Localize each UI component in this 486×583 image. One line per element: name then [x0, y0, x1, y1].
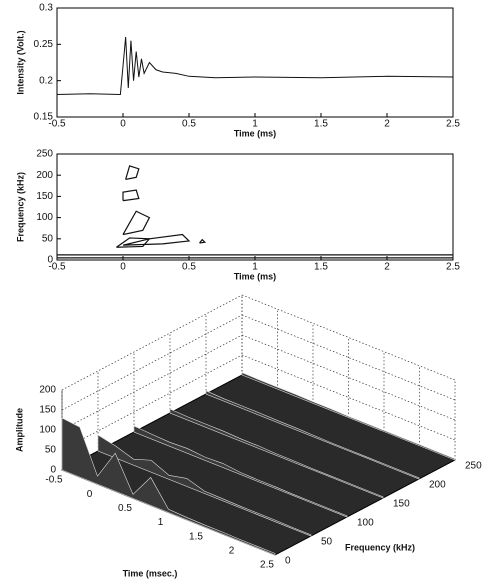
surface-row: [133, 425, 348, 518]
contour-line: [122, 189, 140, 202]
x-tick-label: 2: [384, 119, 390, 130]
surface-row: [169, 408, 384, 499]
x-tick-label: 2.5: [446, 262, 460, 273]
amplitude-tick-label: 100: [39, 425, 56, 436]
frequency-tick-label: 0: [285, 556, 291, 567]
time-axis-label: Time (msec.): [123, 568, 178, 578]
y-tick-label: 0.2: [39, 75, 53, 86]
y-tick-label: 0: [47, 255, 53, 266]
amplitude-tick-label: 0: [50, 465, 56, 476]
y-axis-label: Intensity (Volt.): [15, 30, 25, 94]
x-tick-label: 0.5: [182, 119, 196, 130]
y-tick-label: 250: [36, 149, 53, 160]
surface-row: [61, 417, 276, 556]
contour-line: [122, 233, 191, 246]
surface-floor: [60, 374, 457, 556]
time-tick-label: 2.5: [260, 560, 274, 571]
y-tick-label: 50: [42, 233, 54, 244]
x-tick-label: 0.5: [182, 262, 196, 273]
time-tick-label: 2: [229, 545, 235, 556]
y-tick-label: 100: [36, 212, 53, 223]
frequency-tick-label: 200: [429, 480, 446, 491]
plot-frame: [56, 7, 454, 118]
contour-line: [125, 165, 140, 181]
frequency-axis-label: Frequency (kHz): [345, 542, 415, 552]
contour-line: [199, 238, 207, 244]
x-tick-label: 2.5: [446, 119, 460, 130]
time-tick-label: -0.5: [45, 475, 63, 486]
amplitude-axis-label: Amplitude: [14, 408, 24, 452]
signal-line: [56, 37, 454, 95]
x-tick-label: 1.5: [314, 119, 328, 130]
y-tick-label: 200: [36, 170, 53, 181]
amplitude-grid-line: [61, 354, 243, 451]
y-axis-label: Frequency (kHz): [15, 172, 25, 242]
time-tick-label: 0: [87, 489, 93, 500]
amplitude-grid-line: [61, 294, 243, 391]
frequency-tick-label: 100: [357, 518, 374, 529]
x-tick-label: -0.5: [48, 262, 66, 273]
frequency-tick-label: 250: [465, 461, 482, 472]
x-tick-label: 1: [252, 119, 258, 130]
surface-row: [97, 434, 312, 537]
frequency-tick-label: 50: [321, 537, 333, 548]
time-tick-label: 1: [158, 517, 164, 528]
amplitude-tick-label: 200: [39, 385, 56, 396]
surface-row: [205, 390, 420, 480]
x-tick-label: 0: [120, 262, 126, 273]
time-tick-label: 0.5: [118, 503, 132, 514]
y-tick-label: 0.25: [34, 39, 54, 50]
amplitude-grid-line: [61, 334, 243, 431]
contour-line: [122, 210, 151, 236]
frequency-tick-label: 150: [393, 499, 410, 510]
time-tick-label: 1.5: [189, 531, 203, 542]
x-tick-label: 1.5: [314, 262, 328, 273]
contour-line: [116, 237, 151, 248]
x-tick-label: 1: [252, 262, 258, 273]
x-axis-label: Time (ms): [234, 271, 276, 281]
amplitude-grid-line: [61, 314, 243, 411]
y-tick-label: 0.3: [39, 3, 53, 14]
x-tick-label: 2: [384, 262, 390, 273]
amplitude-tick-label: 150: [39, 405, 56, 416]
plot-frame: [56, 153, 454, 261]
x-axis-label: Time (ms): [234, 128, 276, 138]
amplitude-tick-label: 50: [45, 445, 57, 456]
x-tick-label: 0: [120, 119, 126, 130]
y-tick-label: 150: [36, 191, 53, 202]
x-tick-label: -0.5: [48, 119, 66, 130]
surface-row: [241, 372, 456, 461]
y-tick-label: 0.15: [34, 112, 54, 123]
